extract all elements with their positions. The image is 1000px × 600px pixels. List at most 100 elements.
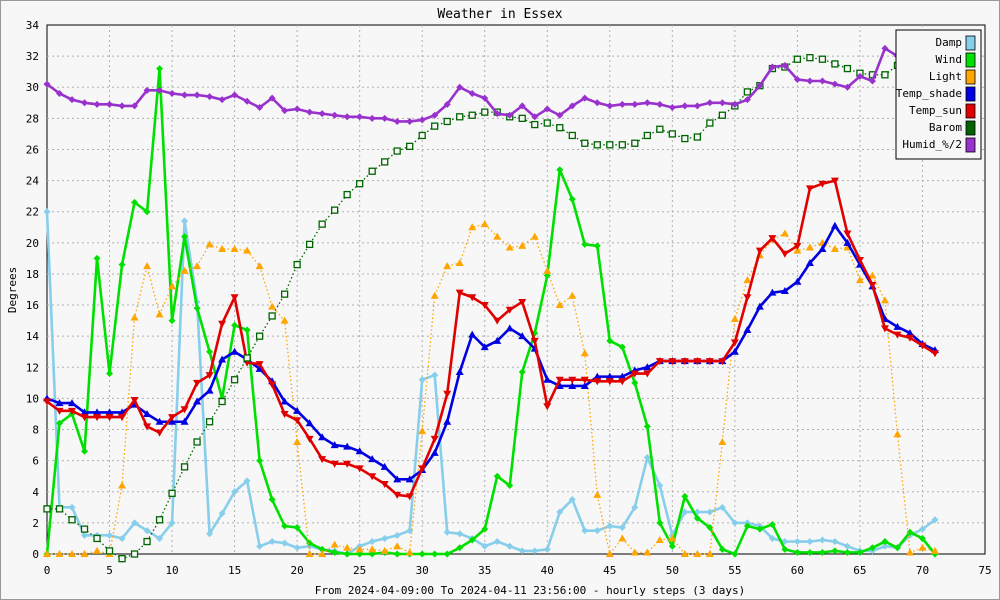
- x-tick-label: 40: [541, 564, 554, 577]
- data-point-temp-sun: [830, 177, 839, 185]
- data-point-temp-shade: [143, 409, 152, 417]
- data-point-barom: [155, 516, 164, 524]
- data-point-temp-sun: [930, 350, 939, 358]
- y-tick-label: 22: [26, 206, 39, 219]
- data-point-barom: [168, 489, 176, 497]
- data-point-humid-2: [806, 77, 814, 85]
- data-point-light: [880, 296, 889, 304]
- data-point-humid-2: [556, 111, 564, 119]
- data-point-temp-sun: [805, 185, 814, 193]
- data-point-wind: [668, 542, 676, 550]
- data-point-barom: [93, 534, 101, 543]
- data-point-temp-sun: [580, 376, 589, 384]
- x-tick-label: 60: [791, 564, 804, 577]
- data-point-temp-sun: [168, 414, 177, 422]
- data-point-temp-shade: [280, 397, 289, 405]
- data-point-barom: [581, 139, 589, 147]
- data-point-wind: [718, 545, 726, 553]
- data-point-damp: [831, 538, 839, 546]
- data-point-light: [543, 266, 552, 274]
- data-point-humid-2: [693, 102, 701, 110]
- data-point-wind: [268, 496, 276, 504]
- data-point-barom: [668, 130, 676, 138]
- data-point-wind: [731, 550, 739, 558]
- data-point-humid-2: [606, 102, 614, 110]
- data-point-damp: [368, 538, 376, 546]
- data-point-light: [305, 550, 314, 557]
- data-point-temp-shade: [780, 287, 789, 295]
- data-point-wind: [793, 548, 801, 556]
- data-point-light: [43, 550, 51, 557]
- data-point-light: [655, 535, 664, 543]
- data-point-temp-sun: [355, 465, 364, 473]
- data-point-light: [705, 550, 714, 557]
- data-point-barom: [468, 111, 476, 119]
- data-point-temp-sun: [768, 235, 777, 243]
- y-tick-label: 26: [26, 143, 39, 156]
- data-point-light: [443, 262, 452, 270]
- data-point-temp-sun: [330, 460, 339, 468]
- data-point-barom: [193, 438, 201, 446]
- x-tick-label: 5: [106, 564, 113, 577]
- data-point-humid-2: [293, 105, 301, 113]
- data-point-light: [168, 282, 177, 290]
- data-point-wind: [181, 233, 189, 241]
- data-point-wind: [306, 539, 314, 547]
- data-point-wind: [231, 321, 239, 329]
- data-point-damp: [793, 538, 801, 546]
- data-point-humid-2: [81, 99, 89, 107]
- data-point-light: [618, 534, 627, 542]
- data-point-humid-2: [156, 86, 164, 94]
- data-point-temp-sun: [730, 339, 739, 347]
- data-point-light: [430, 291, 439, 299]
- data-point-temp-shade: [443, 417, 452, 425]
- data-point-temp-sun: [743, 294, 752, 302]
- data-point-light: [180, 266, 189, 274]
- data-point-light: [893, 430, 902, 438]
- data-point-barom: [318, 220, 326, 228]
- data-point-temp-shade: [380, 462, 389, 470]
- data-point-humid-2: [343, 113, 351, 121]
- data-point-humid-2: [418, 116, 426, 124]
- data-point-temp-shade: [105, 408, 114, 416]
- y-tick-label: 6: [32, 455, 39, 468]
- legend-label: Damp: [936, 36, 963, 49]
- data-point-barom: [55, 505, 64, 513]
- data-point-damp: [618, 524, 626, 532]
- data-point-light: [668, 534, 677, 542]
- data-point-light: [680, 550, 689, 557]
- data-point-barom: [643, 131, 651, 140]
- data-point-temp-shade: [193, 397, 202, 405]
- data-point-temp-sun: [180, 406, 189, 414]
- data-point-humid-2: [243, 97, 251, 105]
- data-point-temp-sun: [268, 381, 277, 389]
- data-point-barom: [180, 463, 189, 471]
- data-point-light: [155, 310, 164, 318]
- data-point-damp: [581, 527, 589, 535]
- data-point-wind: [581, 240, 589, 248]
- legend-swatch: [965, 52, 976, 68]
- data-point-damp: [543, 545, 551, 553]
- legend-swatch: [965, 69, 976, 85]
- x-tick-label: 45: [603, 564, 616, 577]
- data-point-temp-sun: [755, 247, 764, 255]
- data-point-light: [393, 542, 402, 550]
- data-point-humid-2: [631, 100, 639, 108]
- y-tick-label: 18: [26, 268, 39, 281]
- data-point-damp: [143, 527, 151, 535]
- chart-title: Weather in Essex: [437, 7, 562, 22]
- data-point-damp: [293, 544, 301, 552]
- data-point-temp-sun: [505, 306, 514, 314]
- data-point-damp: [518, 547, 526, 555]
- data-point-barom: [255, 332, 264, 340]
- data-point-wind: [156, 65, 164, 73]
- data-point-temp-sun: [343, 460, 352, 468]
- data-point-temp-sun: [130, 396, 139, 404]
- data-point-light: [830, 245, 839, 253]
- data-point-light: [805, 243, 814, 251]
- data-point-humid-2: [218, 96, 226, 104]
- data-point-wind: [393, 550, 401, 558]
- data-point-barom: [843, 64, 852, 73]
- data-point-temp-sun: [855, 256, 864, 264]
- data-point-temp-sun: [880, 325, 889, 333]
